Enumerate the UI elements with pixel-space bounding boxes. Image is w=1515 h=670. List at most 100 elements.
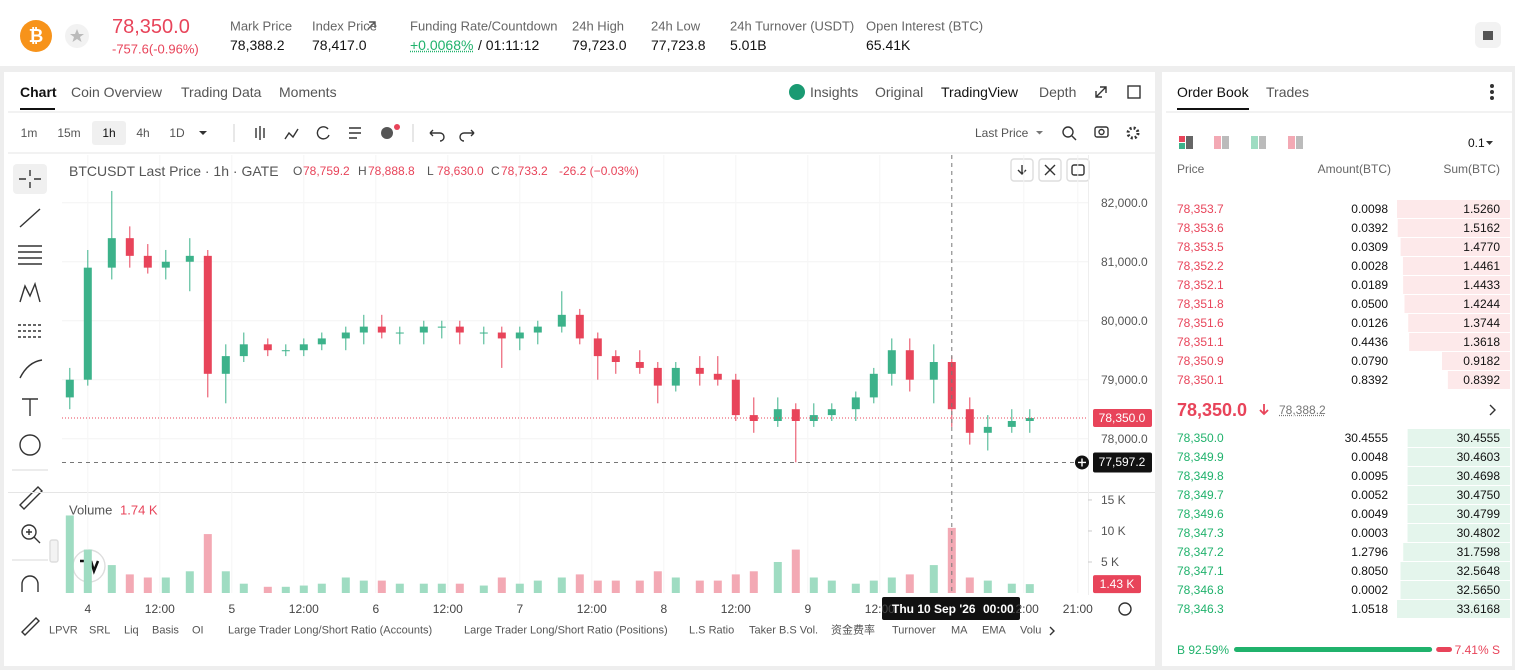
order-price[interactable]: 78,353.7 xyxy=(1177,202,1224,216)
volume-bar xyxy=(695,580,704,593)
undo-icon[interactable] xyxy=(429,129,445,142)
indicator[interactable]: MA xyxy=(951,624,968,637)
text-tool[interactable] xyxy=(22,398,38,416)
indicator[interactable]: Large Trader Long/Short Ratio (Positions… xyxy=(464,624,668,637)
order-price[interactable]: 78,351.8 xyxy=(1177,297,1224,311)
order-price[interactable]: 78,349.8 xyxy=(1177,469,1224,483)
view-tab[interactable]: Original xyxy=(875,84,924,100)
crosshair-tool[interactable] xyxy=(19,170,41,188)
indicator[interactable]: SRL xyxy=(89,624,111,637)
order-price[interactable]: 78,351.6 xyxy=(1177,316,1224,330)
order-price[interactable]: 78,349.7 xyxy=(1177,488,1224,502)
layout-icons[interactable] xyxy=(1179,136,1303,149)
settings-icon[interactable] xyxy=(1126,126,1140,140)
order-book-tab[interactable]: Trades xyxy=(1266,84,1310,100)
magnet-tool[interactable] xyxy=(21,575,39,592)
order-price[interactable]: 78,351.1 xyxy=(1177,335,1224,349)
pencil-tool[interactable] xyxy=(21,617,40,636)
redo-icon[interactable] xyxy=(459,129,475,142)
precision[interactable]: 0.1 xyxy=(1468,136,1485,150)
add-icon[interactable] xyxy=(381,127,393,139)
template-icon[interactable] xyxy=(349,127,361,139)
order-price[interactable]: 78,347.2 xyxy=(1177,545,1224,559)
order-price[interactable]: 78,347.1 xyxy=(1177,564,1224,578)
emoji-tool[interactable] xyxy=(19,434,41,456)
indicator[interactable]: Turnover xyxy=(892,624,936,637)
pattern-tool[interactable] xyxy=(19,281,41,303)
ohlc-value: 78,630.0 xyxy=(437,164,484,178)
depth-bar xyxy=(1402,257,1510,275)
order-price[interactable]: 78,346.8 xyxy=(1177,583,1224,597)
chart-tab[interactable]: Chart xyxy=(20,84,57,100)
candles-icon[interactable] xyxy=(255,126,265,140)
indicator[interactable]: Volu xyxy=(1020,624,1042,637)
stat-value: 78,417.0 xyxy=(312,37,367,53)
candle-body xyxy=(983,426,992,433)
order-price[interactable]: 78,347.3 xyxy=(1177,526,1224,540)
chart-tab[interactable]: Moments xyxy=(279,84,337,100)
volume-bar xyxy=(497,577,506,593)
chevron[interactable] xyxy=(1489,404,1496,416)
volume-bar xyxy=(479,585,488,593)
price-type[interactable]: Last Price xyxy=(975,126,1029,140)
caret[interactable] xyxy=(1036,131,1043,135)
stat-value: +0.0068% xyxy=(410,37,474,53)
camera-icon[interactable] xyxy=(1094,126,1109,138)
order-price[interactable]: 78,350.1 xyxy=(1177,373,1224,387)
order-price[interactable]: 78,352.1 xyxy=(1177,278,1224,292)
interval[interactable]: 1D xyxy=(169,126,185,140)
indicator[interactable]: OI xyxy=(192,624,204,637)
view-tab[interactable]: Depth xyxy=(1039,84,1077,100)
zoom-tool[interactable] xyxy=(21,524,37,540)
indicator-icon[interactable] xyxy=(284,128,299,140)
axis-settings[interactable] xyxy=(1118,602,1132,616)
window-icon[interactable] xyxy=(1127,85,1141,99)
indicator[interactable]: EMA xyxy=(982,624,1006,637)
brush-tool[interactable] xyxy=(19,359,43,379)
order-price[interactable]: 78,350.0 xyxy=(1177,431,1224,445)
indicator[interactable]: LPVR xyxy=(49,624,78,637)
order-price[interactable]: 78,349.9 xyxy=(1177,450,1224,464)
order-amount: 0.0003 xyxy=(1351,526,1388,540)
indicator[interactable]: Liq xyxy=(124,624,139,637)
volume-bar xyxy=(515,583,524,593)
chart-tab[interactable]: Trading Data xyxy=(181,84,262,100)
caret[interactable] xyxy=(1486,141,1493,145)
view-tab[interactable]: Insights xyxy=(810,84,859,100)
volume-bar xyxy=(533,580,542,593)
candle-body xyxy=(1007,420,1016,427)
order-book-tab[interactable]: Order Book xyxy=(1177,84,1249,100)
interval[interactable]: 4h xyxy=(136,126,150,140)
fib-tool[interactable] xyxy=(18,245,42,265)
order-price[interactable]: 78,353.5 xyxy=(1177,240,1224,254)
expand-icon[interactable] xyxy=(1095,86,1107,98)
order-amount: 0.0002 xyxy=(1351,583,1388,597)
collapse-handle[interactable] xyxy=(49,539,59,563)
interval[interactable]: 1m xyxy=(20,126,38,140)
replay-icon[interactable] xyxy=(316,126,330,140)
x-tick-label: 21:00 xyxy=(1062,602,1093,616)
order-price[interactable]: 78,350.9 xyxy=(1177,354,1224,368)
trend-line-tool[interactable] xyxy=(19,208,41,228)
order-price[interactable]: 78,352.2 xyxy=(1177,259,1224,273)
projection-tool[interactable] xyxy=(18,324,42,338)
y-tick-label: 78,000.0 xyxy=(1101,431,1148,446)
interval[interactable]: 1h xyxy=(102,126,116,140)
indicator[interactable]: Large Trader Long/Short Ratio (Accounts) xyxy=(228,624,433,637)
ruler-tool[interactable] xyxy=(19,486,43,510)
indicator[interactable]: L.S Ratio xyxy=(689,624,735,637)
indicator[interactable]: 资金费率 xyxy=(831,624,875,637)
order-price[interactable]: 78,349.6 xyxy=(1177,507,1224,521)
caret[interactable] xyxy=(199,131,207,135)
order-price[interactable]: 78,346.3 xyxy=(1177,602,1224,616)
interval[interactable]: 15m xyxy=(57,126,81,140)
order-price[interactable]: 78,353.6 xyxy=(1177,221,1224,235)
indicator[interactable]: Basis xyxy=(152,624,179,637)
view-tab[interactable]: TradingView xyxy=(941,84,1019,100)
chart-tab[interactable]: Coin Overview xyxy=(71,84,163,100)
search-icon[interactable] xyxy=(1062,126,1074,138)
next-chevron[interactable] xyxy=(1049,626,1055,636)
indicator[interactable]: Taker B.S Vol. xyxy=(749,624,819,637)
order-amount: 0.0309 xyxy=(1351,240,1388,254)
